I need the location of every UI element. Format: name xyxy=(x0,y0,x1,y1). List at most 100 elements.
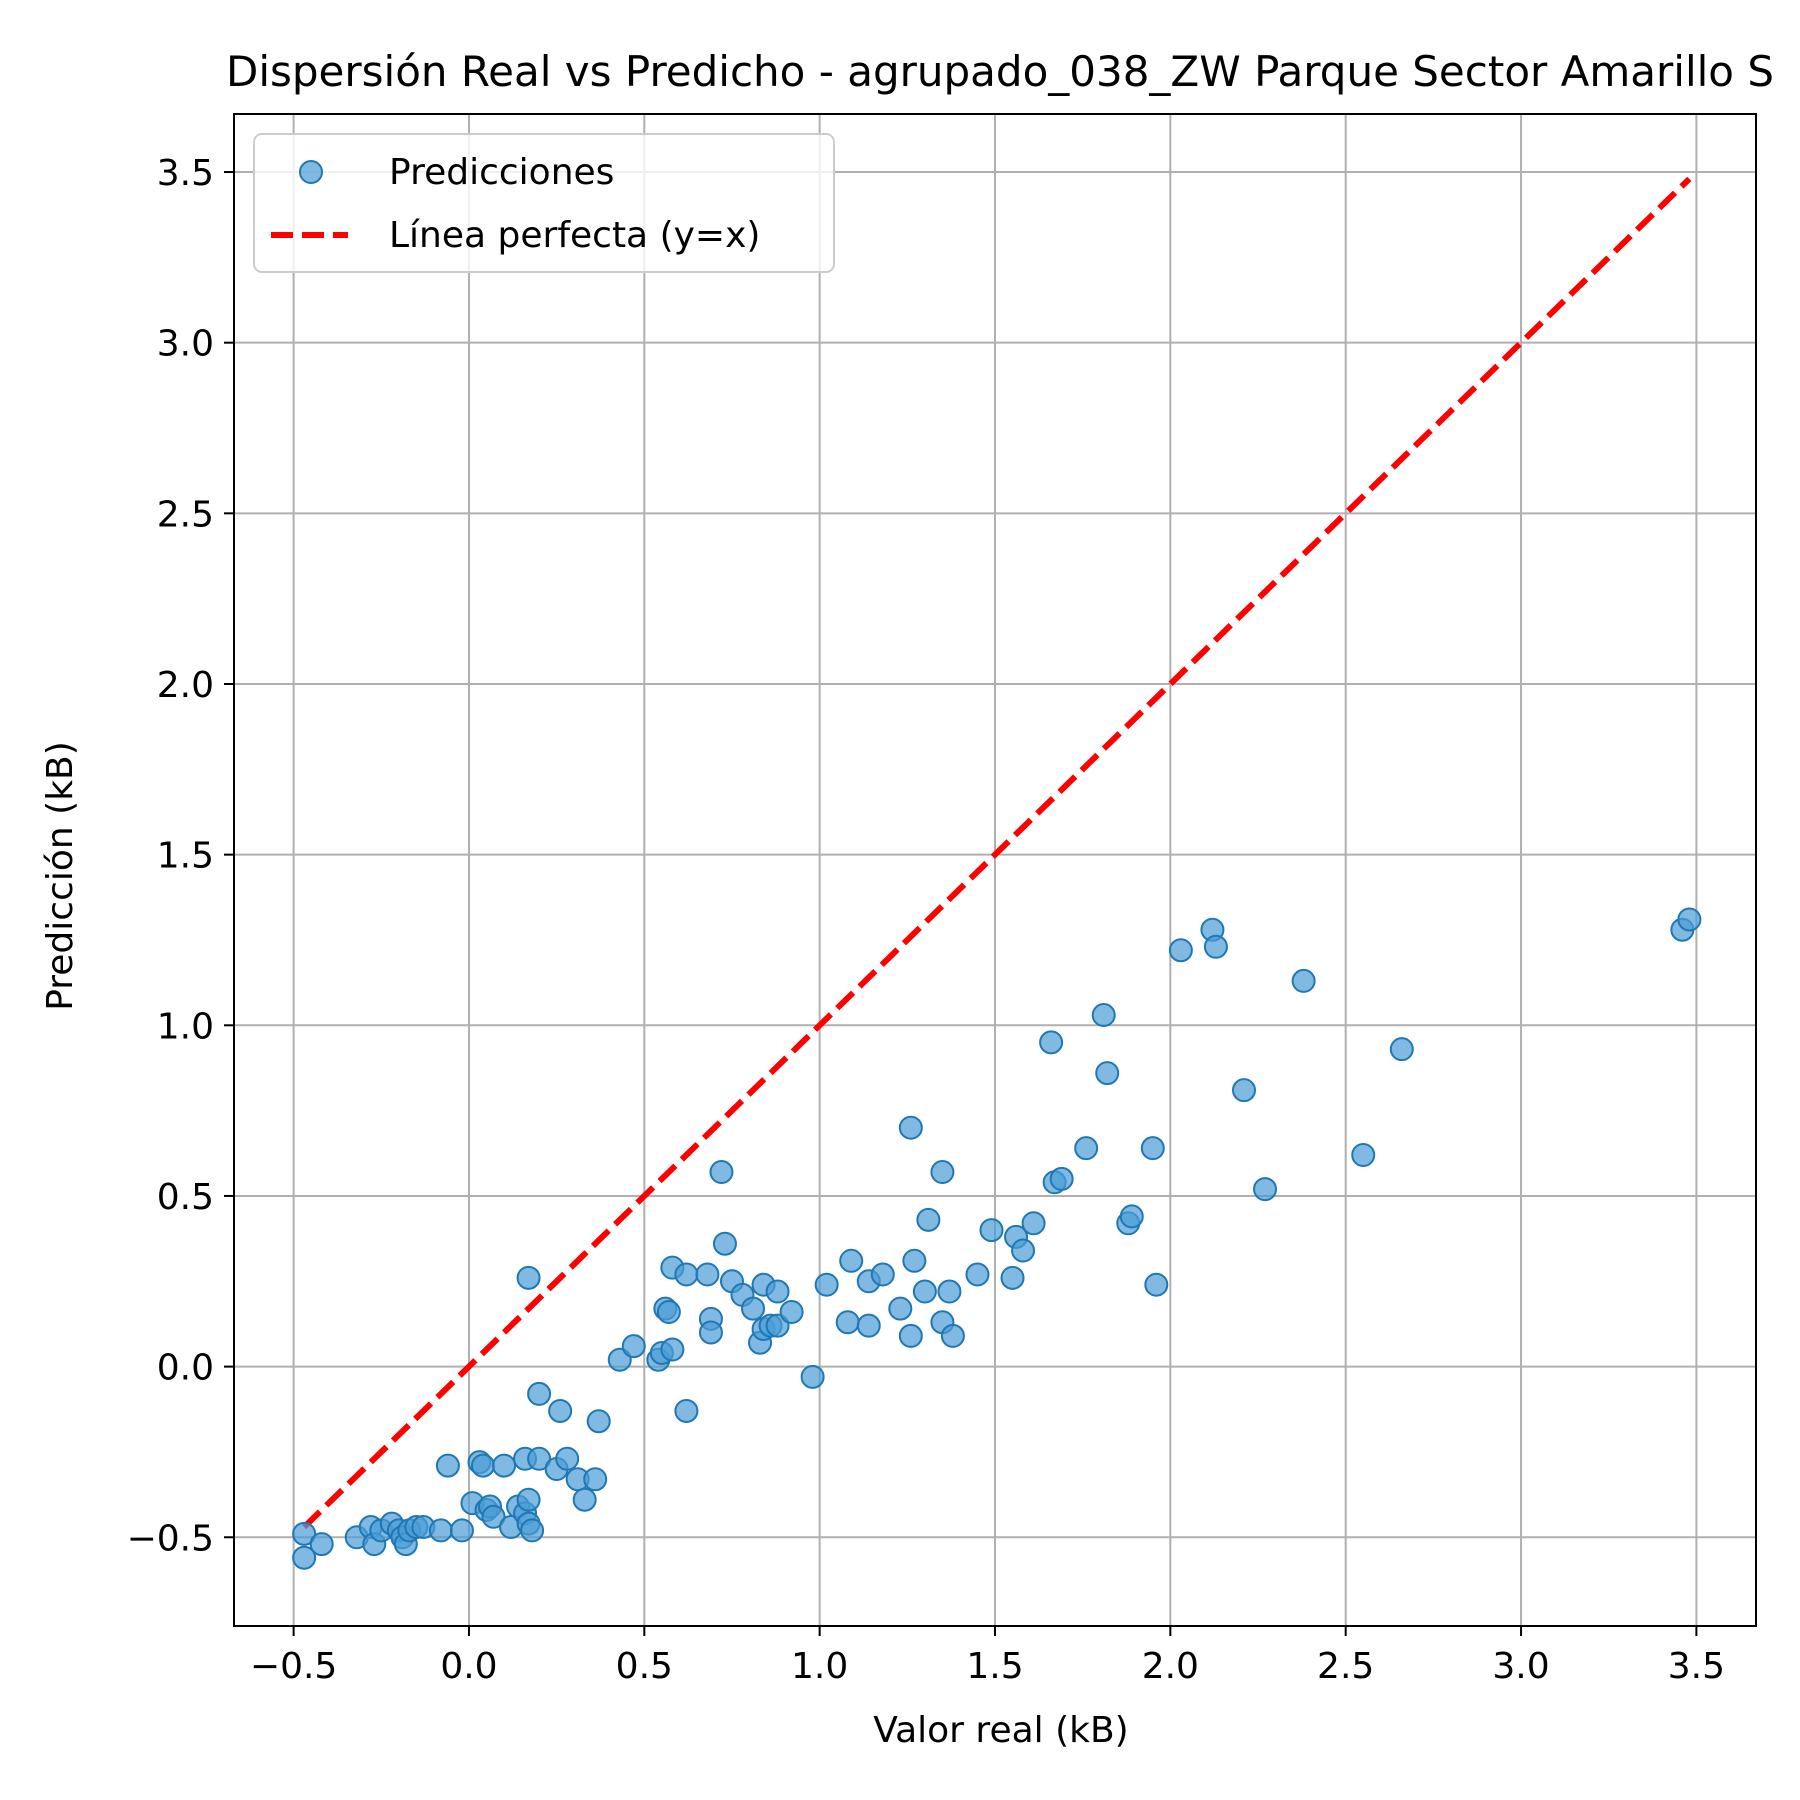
x-tick-label: 1.0 xyxy=(791,1646,848,1687)
y-tick-label: 3.5 xyxy=(157,153,214,194)
data-point xyxy=(698,1320,723,1345)
data-point xyxy=(1677,907,1702,932)
points-layer xyxy=(292,907,1702,1570)
legend-label-perfect-line: Línea perfecta (y=x) xyxy=(389,215,760,256)
x-tick-label: 2.0 xyxy=(1142,1646,1199,1687)
data-point xyxy=(712,1231,737,1256)
data-point xyxy=(800,1364,825,1389)
data-point xyxy=(912,1279,937,1304)
data-point xyxy=(870,1262,895,1287)
data-point xyxy=(481,1504,506,1529)
chart-title: Dispersión Real vs Predicho - agrupado_0… xyxy=(226,47,1774,96)
data-point xyxy=(940,1323,965,1348)
data-point xyxy=(516,1265,541,1290)
y-tick-label: 1.0 xyxy=(157,1006,214,1047)
data-point xyxy=(1231,1078,1256,1103)
grid xyxy=(234,114,1756,1626)
data-point xyxy=(656,1299,681,1324)
y-tick-label: 0.0 xyxy=(157,1348,214,1389)
data-point xyxy=(572,1487,597,1512)
data-point xyxy=(292,1545,317,1570)
data-point xyxy=(492,1453,517,1478)
data-point xyxy=(856,1313,881,1338)
data-point xyxy=(1168,938,1193,963)
data-point xyxy=(741,1296,766,1321)
x-tick-label: 3.0 xyxy=(1492,1646,1549,1687)
x-tick-label: 0.0 xyxy=(440,1646,497,1687)
data-point xyxy=(1000,1265,1025,1290)
y-tick-label: 2.5 xyxy=(157,494,214,535)
data-point xyxy=(1021,1211,1046,1236)
x-tick-label: 3.5 xyxy=(1668,1646,1725,1687)
data-point xyxy=(660,1337,685,1362)
data-point xyxy=(709,1160,734,1185)
y-tick-label: 1.5 xyxy=(157,836,214,877)
data-point xyxy=(674,1398,699,1423)
data-point xyxy=(435,1453,460,1478)
y-tick-label: 2.0 xyxy=(157,665,214,706)
x-axis-ticks: −0.5 0.0 0.5 1.0 1.5 2.0 2.5 3.0 3.5 xyxy=(250,1626,1725,1687)
perfect-line xyxy=(302,176,1692,1530)
y-tick-label: 3.0 xyxy=(157,324,214,365)
data-point xyxy=(1389,1037,1414,1062)
data-point xyxy=(1095,1061,1120,1086)
x-axis-label: Valor real (kB) xyxy=(873,1710,1128,1751)
data-point xyxy=(902,1248,927,1273)
data-point xyxy=(930,1160,955,1185)
data-point xyxy=(1119,1204,1144,1229)
data-point xyxy=(586,1409,611,1434)
data-point xyxy=(292,1521,317,1546)
data-point xyxy=(527,1446,552,1471)
x-tick-label: −0.5 xyxy=(250,1646,337,1687)
data-point xyxy=(428,1518,453,1543)
data-point xyxy=(449,1518,474,1543)
data-point xyxy=(765,1279,790,1304)
data-point xyxy=(1049,1166,1074,1191)
data-point xyxy=(555,1446,580,1471)
data-point xyxy=(1140,1136,1165,1161)
data-point xyxy=(527,1381,552,1406)
legend: Predicciones Línea perfecta (y=x) xyxy=(253,133,835,273)
data-point xyxy=(1074,1136,1099,1161)
y-axis-ticks: −0.5 0.0 0.5 1.0 1.5 2.0 2.5 3.0 3.5 xyxy=(127,153,234,1559)
data-point xyxy=(814,1272,839,1297)
data-point xyxy=(1253,1177,1278,1202)
data-point xyxy=(583,1467,608,1492)
legend-box xyxy=(253,133,835,273)
x-tick-label: 1.5 xyxy=(966,1646,1023,1687)
data-point xyxy=(548,1398,573,1423)
perfect-line-layer xyxy=(302,176,1692,1530)
data-point xyxy=(520,1518,545,1543)
y-tick-label: −0.5 xyxy=(127,1518,214,1559)
data-point xyxy=(937,1279,962,1304)
data-point xyxy=(1039,1030,1064,1055)
data-point xyxy=(898,1323,923,1348)
data-point xyxy=(779,1299,804,1324)
data-point xyxy=(835,1310,860,1335)
data-point xyxy=(1144,1272,1169,1297)
legend-label-predicciones: Predicciones xyxy=(389,152,614,193)
data-point xyxy=(839,1248,864,1273)
data-point xyxy=(898,1115,923,1140)
x-tick-label: 2.5 xyxy=(1317,1646,1374,1687)
legend-marker-predicciones xyxy=(299,160,323,184)
data-point xyxy=(621,1334,646,1359)
y-tick-label: 0.5 xyxy=(157,1177,214,1218)
data-point xyxy=(1351,1142,1376,1167)
data-point xyxy=(309,1532,334,1557)
data-point xyxy=(516,1487,541,1512)
data-point xyxy=(470,1453,495,1478)
data-point xyxy=(1011,1238,1036,1263)
data-point xyxy=(1091,1003,1116,1028)
data-point xyxy=(1203,934,1228,959)
data-point xyxy=(916,1207,941,1232)
data-point xyxy=(674,1262,699,1287)
data-point xyxy=(888,1296,913,1321)
data-point xyxy=(979,1218,1004,1243)
data-point xyxy=(1291,968,1316,993)
y-axis-label: Predicción (kB) xyxy=(40,741,81,1011)
data-point xyxy=(695,1262,720,1287)
data-point xyxy=(965,1262,990,1287)
x-tick-label: 0.5 xyxy=(616,1646,673,1687)
